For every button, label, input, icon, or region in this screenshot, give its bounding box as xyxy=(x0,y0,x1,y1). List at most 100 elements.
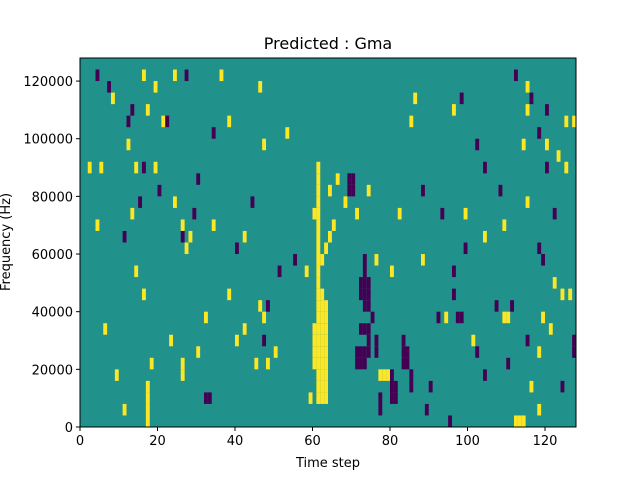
heatmap-cell-negative xyxy=(514,69,518,82)
heatmap-cell-negative xyxy=(452,288,456,301)
heatmap-cell-negative xyxy=(560,380,565,393)
heatmap-cell-positive xyxy=(366,184,371,197)
heatmap-cell-positive xyxy=(126,138,131,151)
heatmap-cell-negative xyxy=(459,92,464,105)
heatmap-cell-negative xyxy=(475,346,480,358)
heatmap-cell-positive xyxy=(483,230,487,243)
x-tick-label: 20 xyxy=(149,434,166,449)
heatmap-cell-negative xyxy=(545,161,549,174)
heatmap-cell-positive xyxy=(254,357,259,370)
heatmap-cell-negative xyxy=(525,334,530,347)
heatmap-cell-positive xyxy=(312,323,317,335)
heatmap-cell-positive xyxy=(324,300,328,312)
heatmap-cell-negative xyxy=(130,104,135,116)
heatmap-cell-negative xyxy=(95,69,100,82)
heatmap-cell-negative xyxy=(277,265,282,278)
heatmap-cell-negative xyxy=(455,311,460,324)
y-tick-label: 120000 xyxy=(23,75,73,90)
y-tick-label: 20000 xyxy=(32,363,73,378)
heatmap-cell-positive xyxy=(173,69,177,82)
heatmap-cell-negative xyxy=(390,369,394,381)
heatmap-cell-positive xyxy=(514,415,518,427)
heatmap-cell-negative xyxy=(359,323,363,335)
heatmap-cell-negative xyxy=(378,403,383,416)
heatmap-cell-positive xyxy=(320,346,325,358)
heatmap-cell-negative xyxy=(572,334,576,347)
heatmap-cell-negative xyxy=(107,81,111,93)
heatmap-cell-positive xyxy=(227,115,232,128)
heatmap-cell-positive xyxy=(324,323,328,335)
heatmap-cell-positive xyxy=(320,311,325,324)
heatmap-cell-positive xyxy=(328,184,332,197)
heatmap-cell-negative xyxy=(204,392,208,404)
heatmap-cell-positive xyxy=(378,369,383,381)
heatmap-cell-negative xyxy=(366,300,371,312)
heatmap-cell-positive xyxy=(537,346,542,358)
heatmap-cell-positive xyxy=(568,288,573,301)
heatmap-cell-positive xyxy=(343,196,348,208)
heatmap-cell-negative xyxy=(552,207,557,220)
heatmap-cell-positive xyxy=(169,334,173,347)
heatmap-cell-positive xyxy=(227,288,232,301)
heatmap-cell-negative xyxy=(362,357,367,370)
heatmap-cell-positive xyxy=(316,277,321,289)
heatmap-cell-negative xyxy=(351,173,356,185)
heatmap-cell-positive xyxy=(180,369,185,381)
heatmap-cell-negative xyxy=(409,369,414,381)
heatmap-cell-positive xyxy=(149,357,154,370)
heatmap-cell-negative xyxy=(401,346,406,358)
heatmap-cell-positive xyxy=(196,346,201,358)
heatmap-cell-negative xyxy=(366,323,371,335)
heatmap-cell-negative xyxy=(421,184,425,197)
heatmap-cell-positive xyxy=(564,161,569,174)
heatmap-cell-negative xyxy=(393,392,398,404)
heatmap-cell-negative xyxy=(506,357,511,370)
heatmap-cell-negative xyxy=(366,334,371,347)
y-axis: 0 20000 40000 60000 80000 100000 120000 xyxy=(23,75,80,436)
heatmap-cell-negative xyxy=(494,300,499,312)
heatmap-cell-negative xyxy=(122,230,127,243)
heatmap-cell-negative xyxy=(359,346,363,358)
heatmap-cell-positive xyxy=(324,311,328,324)
heatmap-cell-negative xyxy=(440,207,445,220)
heatmap-cell-negative xyxy=(572,346,576,358)
heatmap-cell-negative xyxy=(196,173,201,185)
heatmap-cell-negative xyxy=(207,392,212,404)
heatmap-cell-negative xyxy=(362,300,367,312)
y-tick-label: 60000 xyxy=(32,248,73,263)
heatmap-cell-negative xyxy=(424,403,429,416)
heatmap-cell-positive xyxy=(262,311,266,324)
heatmap-cell-positive xyxy=(556,150,561,162)
heatmap-cell-positive xyxy=(564,115,569,128)
heatmap-cell-negative xyxy=(498,184,503,197)
heatmap-cell-negative xyxy=(393,380,398,393)
y-tick-label: 0 xyxy=(65,421,73,436)
heatmap-cell-negative xyxy=(355,357,359,370)
heatmap-cell-positive xyxy=(409,115,414,128)
heatmap-cell-positive xyxy=(316,288,321,301)
heatmap-cell-positive xyxy=(320,334,325,347)
heatmap-cell-positive xyxy=(312,207,317,220)
heatmap-cell-negative xyxy=(459,311,464,324)
heatmap-cell-positive xyxy=(142,288,146,301)
heatmap-cell-negative xyxy=(250,196,255,208)
y-tick-label: 40000 xyxy=(32,306,73,321)
heatmap-cell-positive xyxy=(324,334,328,347)
x-tick-label: 100 xyxy=(455,434,480,449)
heatmap-cell-negative xyxy=(351,184,356,197)
heatmap-cell-negative xyxy=(366,346,371,358)
heatmap-cell-negative xyxy=(537,242,542,255)
heatmap-cell-negative xyxy=(126,115,131,128)
heatmap-cell-negative xyxy=(211,127,216,139)
heatmap-cell-negative xyxy=(347,184,352,197)
heatmap-cell-positive xyxy=(386,369,390,381)
heatmap-cell-positive xyxy=(320,392,325,404)
heatmap-cell-positive xyxy=(316,196,321,208)
heatmap-cell-positive xyxy=(184,242,189,255)
heatmap-cell-positive xyxy=(285,127,290,139)
heatmap-cell-negative xyxy=(405,346,410,358)
heatmap-cell-positive xyxy=(316,392,321,404)
heatmap-cell-positive xyxy=(316,311,321,324)
heatmap-cell-positive xyxy=(316,265,321,278)
